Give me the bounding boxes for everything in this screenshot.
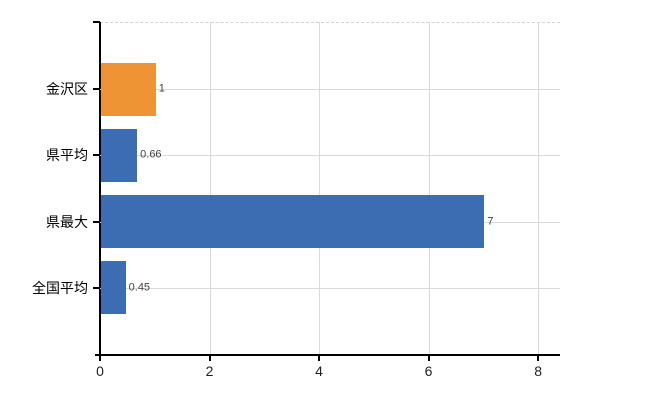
category-label: 全国平均 bbox=[32, 279, 88, 296]
vertical-gridline bbox=[538, 22, 540, 354]
y-axis-tick bbox=[93, 220, 100, 223]
vertical-gridline bbox=[209, 22, 211, 354]
x-axis-line bbox=[95, 354, 560, 356]
y-axis-tick bbox=[93, 154, 100, 157]
y-axis-tick bbox=[93, 88, 100, 90]
category-label: 県最大 bbox=[46, 213, 88, 230]
vertical-gridline bbox=[319, 22, 321, 354]
y-axis-tick bbox=[93, 286, 100, 289]
x-tick-label: 4 bbox=[315, 363, 323, 379]
bar-value-label: 0.45 bbox=[128, 281, 151, 294]
x-axis-tick bbox=[208, 356, 211, 361]
bar-highlight bbox=[101, 62, 156, 116]
y-axis-line bbox=[99, 22, 101, 354]
vertical-gridline bbox=[428, 22, 430, 354]
horizontal-gridline bbox=[100, 287, 560, 289]
category-label: 金沢区 bbox=[46, 81, 88, 97]
x-tick-label: 6 bbox=[424, 363, 433, 379]
bar-default bbox=[101, 195, 485, 249]
x-tick-label: 2 bbox=[205, 363, 214, 379]
bar-value-label: 7 bbox=[487, 215, 494, 228]
x-axis-tick bbox=[537, 356, 540, 361]
bar-default bbox=[101, 261, 126, 315]
x-axis-tick bbox=[99, 356, 101, 361]
horizontal-gridline bbox=[100, 89, 560, 90]
bar-value-label: 0.66 bbox=[140, 148, 162, 161]
plot-area bbox=[100, 22, 560, 355]
x-tick-label: 8 bbox=[534, 363, 542, 379]
x-axis-tick bbox=[318, 356, 321, 361]
x-tick-label: 0 bbox=[96, 363, 104, 379]
category-label: 県平均 bbox=[46, 147, 88, 164]
horizontal-gridline bbox=[100, 155, 560, 157]
bar-default bbox=[101, 128, 138, 182]
x-axis-tick bbox=[427, 356, 430, 361]
y-axis-tick bbox=[93, 21, 100, 23]
bar-value-label: 1 bbox=[158, 82, 165, 95]
